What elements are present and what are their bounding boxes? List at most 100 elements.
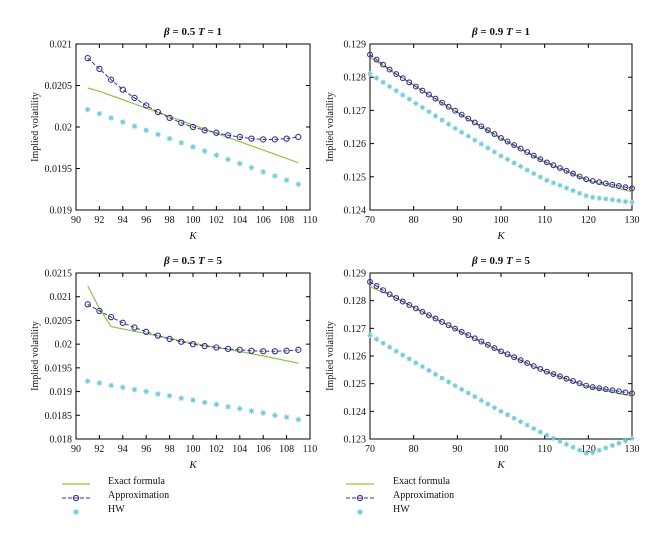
hw-point <box>131 386 138 393</box>
hw-point <box>119 119 126 125</box>
hw-stroke <box>564 442 569 447</box>
hw-point <box>225 156 231 163</box>
hw-point <box>84 378 91 385</box>
hw-point <box>570 444 576 450</box>
hw-point <box>439 375 445 381</box>
approximation-point <box>399 298 406 305</box>
approximation-point <box>271 348 279 355</box>
hw-stroke <box>498 153 504 158</box>
hw-stroke <box>120 385 126 390</box>
hw-stroke <box>492 405 497 410</box>
hw-stroke <box>400 92 405 98</box>
hw-stroke <box>472 138 477 143</box>
x-tick-label: 94 <box>118 215 128 226</box>
hw-point <box>386 344 393 350</box>
hw-point <box>213 152 220 159</box>
hw-stroke <box>590 195 595 200</box>
y-tick-label: 0.125 <box>344 379 367 390</box>
approximation-point <box>563 375 570 382</box>
approximation-point <box>393 71 400 77</box>
hw-point <box>537 174 543 180</box>
hw-stroke <box>132 387 137 392</box>
hw-point <box>491 404 498 411</box>
hw-point <box>413 100 419 107</box>
x-axis-label: K <box>496 459 505 471</box>
approximation-point <box>131 94 138 102</box>
hw-point <box>472 394 478 400</box>
series-line-approximation <box>87 57 299 140</box>
legend-marker-approximation <box>356 494 364 502</box>
hw-stroke <box>439 375 445 381</box>
approximation-point <box>511 142 518 148</box>
hw-stroke <box>272 413 278 418</box>
approximation-point <box>189 340 197 348</box>
hw-point <box>622 198 629 205</box>
hw-stroke <box>446 379 451 384</box>
title-beta-value: = 0.9 <box>478 255 506 267</box>
approximation-point <box>260 136 267 143</box>
y-tick-label: 0.021 <box>50 40 73 51</box>
series-line-exact <box>87 87 299 164</box>
y-tick-label: 0.127 <box>344 106 367 117</box>
title-beta-value: = 0.9 <box>478 26 506 38</box>
hw-stroke <box>143 128 149 133</box>
hw-point <box>272 173 278 179</box>
series-line-approximation <box>87 303 299 352</box>
approximation-point <box>373 283 380 289</box>
approximation-point <box>439 318 445 325</box>
approximation-point <box>236 346 243 353</box>
series-line-approximation <box>369 54 633 189</box>
approximation-point <box>96 65 103 73</box>
hw-stroke <box>453 126 458 131</box>
title-beta: β <box>163 255 170 267</box>
hw-point <box>119 384 126 391</box>
hw-stroke <box>260 169 266 175</box>
hw-stroke <box>459 130 464 135</box>
hw-point <box>485 145 491 151</box>
chart-title: β = 0.5 T = 1 <box>163 26 222 38</box>
y-tick-label: 0.126 <box>344 139 367 150</box>
hw-stroke <box>577 191 582 196</box>
y-tick-label: 0.019 <box>50 387 73 398</box>
y-tick-label: 0.125 <box>344 172 367 183</box>
title-t-value: = 1 <box>205 26 222 38</box>
hw-stroke <box>439 117 445 123</box>
hw-point <box>131 123 138 130</box>
x-tick-label: 100 <box>494 215 509 226</box>
hw-point <box>445 379 452 385</box>
hw-point <box>393 87 399 94</box>
x-tick-label: 130 <box>625 444 640 455</box>
approximation-point <box>380 287 387 294</box>
x-axis-label: K <box>188 459 197 471</box>
hw-stroke <box>531 171 536 176</box>
hw-point <box>373 75 380 81</box>
approximation-point <box>224 345 232 353</box>
hw-stroke <box>597 448 602 453</box>
x-tick-label: 80 <box>409 444 419 455</box>
hw-point <box>537 429 543 435</box>
approximation-point <box>445 322 452 329</box>
approximation-point <box>213 344 220 351</box>
hw-point <box>465 390 471 396</box>
x-tick-label: 108 <box>279 444 294 455</box>
y-tick-label: 0.021 <box>50 292 73 303</box>
hw-stroke <box>85 107 90 112</box>
y-tick-label: 0.02 <box>55 123 73 134</box>
hw-stroke <box>557 439 563 444</box>
hw-stroke <box>225 404 231 409</box>
hw-point <box>248 164 255 171</box>
hw-stroke <box>155 132 161 137</box>
approximation-point <box>166 335 173 343</box>
hw-stroke <box>407 356 412 362</box>
hw-stroke <box>413 360 418 365</box>
hw-point <box>517 418 524 425</box>
x-tick-label: 106 <box>256 215 271 226</box>
hw-point <box>504 156 511 163</box>
title-t: T <box>198 255 206 267</box>
hw-stroke <box>610 443 615 448</box>
y-axis-label: Implied volatility <box>325 321 336 391</box>
approximation-point <box>260 348 267 355</box>
approximation-point <box>119 319 126 326</box>
hw-stroke <box>584 451 589 456</box>
